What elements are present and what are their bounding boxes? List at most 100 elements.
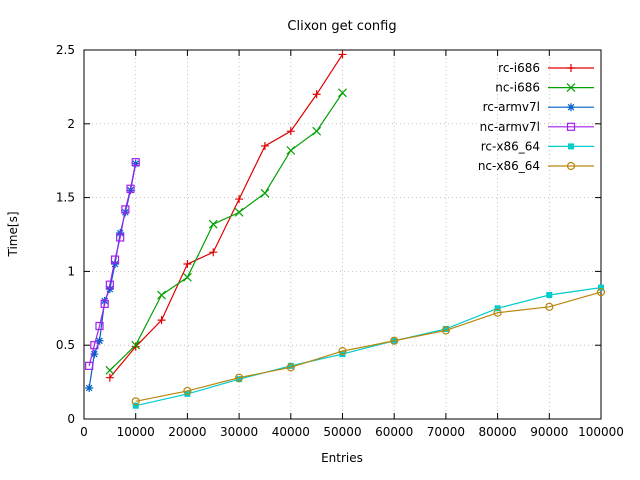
x-tick-label: 0 [80, 425, 88, 439]
x-tick-label: 60000 [375, 425, 413, 439]
x-tick-label: 10000 [117, 425, 155, 439]
marker-circle-open [338, 347, 347, 356]
tick-labels: 0 10000 20000 30000 40000 50000 60000 70000 8000… [56, 43, 624, 439]
legend-label-nc-x86_64: nc-x86_64 [478, 159, 540, 173]
legend-item-rc-i686: rc-i686 [498, 61, 594, 75]
marker-circle-open [183, 386, 192, 396]
series-line-rc-i686 [109, 54, 344, 379]
series-rc-x86_64 [132, 284, 604, 409]
series-line-nc-armv7l [88, 162, 137, 367]
legend-item-rc-armv7l: rc-armv7l [483, 100, 594, 114]
marker-asterisk [105, 285, 114, 294]
legend-item-nc-x86_64: nc-x86_64 [478, 159, 594, 173]
marker-asterisk [567, 103, 575, 112]
legend-item-rc-x86_64: rc-x86_64 [481, 139, 594, 153]
marker-asterisk [116, 229, 125, 238]
x-tick-label: 20000 [168, 425, 206, 439]
marker-asterisk [95, 336, 104, 345]
marker-square-filled [132, 402, 139, 409]
marker-plus [105, 373, 114, 382]
marker-square-open [566, 122, 576, 131]
x-tick-label: 50000 [323, 425, 361, 439]
x-tick-label: 30000 [220, 425, 258, 439]
marker-square-filled [494, 305, 501, 312]
series-rc-i686 [105, 50, 347, 382]
series-nc-x86_64 [131, 287, 606, 406]
marker-circle-open [441, 326, 450, 335]
marker-square-open [105, 280, 114, 289]
marker-circle-open [286, 363, 295, 372]
x-tick-label: 100000 [578, 425, 624, 439]
marker-square-open [85, 361, 94, 370]
legend-label-nc-i686: nc-i686 [495, 81, 540, 95]
marker-circle-open [596, 287, 606, 297]
marker-plus [338, 50, 347, 59]
marker-square-filled [287, 362, 294, 369]
legend-label-rc-i686: rc-i686 [498, 61, 540, 75]
marker-square-open [131, 158, 140, 167]
marker-cross [208, 219, 218, 229]
marker-cross [234, 207, 244, 217]
y-tick-label: 0.5 [56, 338, 75, 352]
chart-title: Clixon get config [287, 19, 396, 34]
y-tick-label: 1 [67, 264, 75, 278]
marker-circle-open [545, 302, 554, 311]
marker-cross [131, 340, 141, 350]
marker-square-filled [568, 143, 574, 150]
marker-circle-open [566, 161, 576, 171]
marker-asterisk [85, 384, 94, 393]
legend-label-rc-x86_64: rc-x86_64 [481, 139, 540, 153]
marker-cross [338, 88, 347, 98]
x-tick-label: 70000 [427, 425, 465, 439]
marker-square-open [95, 321, 104, 331]
y-tick-label: 1.5 [56, 191, 75, 205]
marker-plus [209, 248, 218, 257]
marker-plus [183, 260, 192, 269]
marker-cross [260, 188, 270, 198]
legend-item-nc-armv7l: nc-armv7l [480, 120, 594, 134]
marker-square-open [110, 255, 120, 264]
series-layer [85, 50, 606, 409]
marker-cross [182, 272, 192, 282]
marker-asterisk [90, 350, 99, 359]
x-tick-label: 90000 [530, 425, 568, 439]
plot-border [83, 49, 602, 420]
marker-asterisk [111, 260, 120, 269]
marker-plus [157, 316, 166, 325]
marker-square-open [90, 341, 99, 350]
marker-square-open [121, 205, 130, 214]
marker-square-filled [442, 325, 449, 332]
x-axis-label: Entries [321, 451, 363, 465]
marker-plus [235, 195, 244, 204]
marker-circle-open [131, 397, 140, 406]
marker-plus [260, 141, 269, 150]
series-line-nc-i686 [109, 92, 343, 371]
marker-cross [157, 290, 166, 300]
marker-square-filled [236, 376, 243, 383]
marker-square-open [126, 184, 135, 193]
marker-plus [286, 127, 295, 136]
marker-circle-open [493, 308, 502, 317]
marker-square-open [116, 233, 125, 242]
marker-circle-open [235, 373, 244, 382]
legend-item-nc-i686: nc-i686 [495, 81, 594, 95]
series-nc-armv7l [85, 158, 140, 370]
y-tick-label: 2.5 [56, 43, 75, 57]
marker-cross [105, 365, 115, 375]
series-nc-i686 [105, 88, 347, 375]
marker-square-filled [546, 292, 553, 299]
marker-cross [566, 83, 576, 93]
x-tick-label: 40000 [272, 425, 310, 439]
legend-label-nc-armv7l: nc-armv7l [480, 120, 540, 134]
x-tick-label: 80000 [479, 425, 517, 439]
series-line-nc-x86_64 [135, 291, 602, 402]
y-axis-label: Time[s] [6, 212, 20, 258]
marker-square-open [100, 299, 109, 308]
y-tick-label: 2 [67, 117, 75, 131]
marker-plus [312, 90, 321, 99]
marker-plus [567, 64, 575, 72]
y-tick-label: 0 [67, 412, 75, 426]
marker-square-filled [598, 284, 604, 291]
